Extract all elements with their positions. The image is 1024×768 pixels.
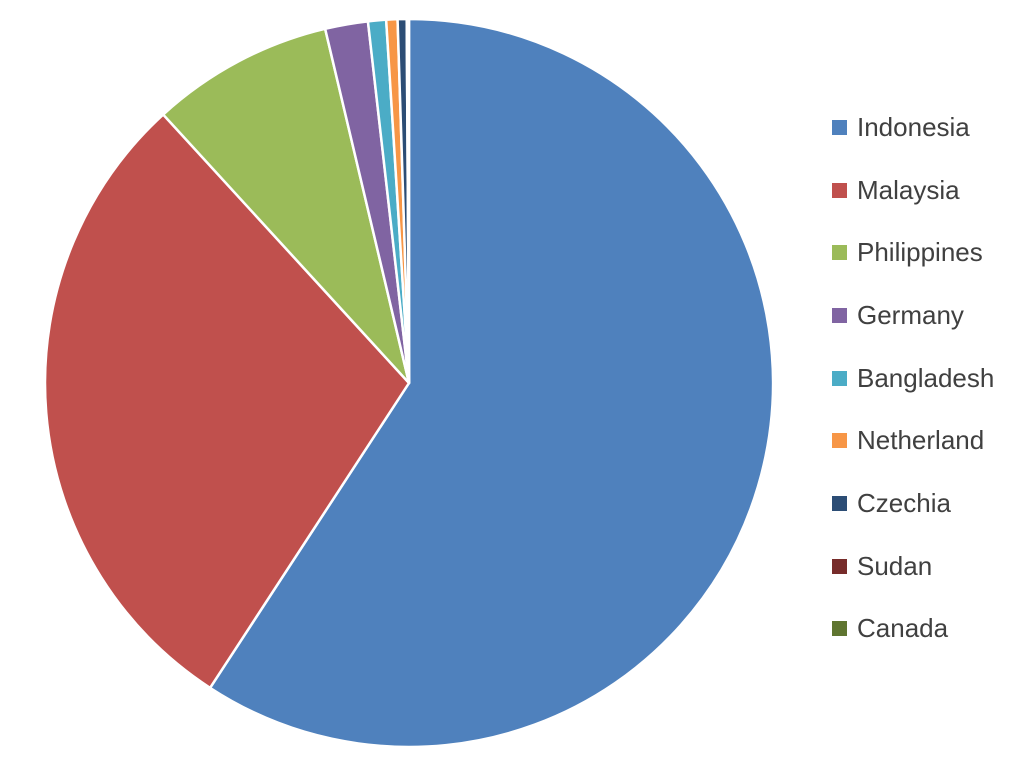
legend-label: Malaysia [857, 174, 960, 205]
legend-item-indonesia: Indonesia [832, 96, 994, 159]
legend-label: Czechia [857, 487, 951, 518]
legend: Indonesia Malaysia Philippines Germany Bangl… [832, 96, 994, 660]
legend-swatch [832, 182, 847, 198]
legend-label: Philippines [857, 237, 983, 268]
legend-item-germany: Germany [832, 284, 994, 347]
legend-swatch [832, 558, 847, 574]
legend-label: Sudan [857, 550, 933, 581]
legend-item-netherland: Netherland [832, 409, 994, 472]
legend-swatch [832, 370, 847, 386]
pie-slices [43, 17, 775, 749]
legend-item-sudan: Sudan [832, 535, 994, 598]
legend-label: Indonesia [857, 111, 970, 142]
legend-swatch [832, 495, 847, 511]
legend-swatch [832, 245, 847, 261]
legend-item-bangladesh: Bangladesh [832, 347, 994, 410]
pie-slice-canada [406, 17, 411, 385]
pie-slice-malaysia [43, 113, 411, 690]
legend-swatch [832, 621, 847, 637]
pie-slice-indonesia [208, 17, 775, 749]
legend-swatch [832, 307, 847, 323]
legend-label: Netherland [857, 425, 985, 456]
legend-label: Canada [857, 613, 949, 644]
legend-swatch [832, 433, 847, 449]
pie-slice-philippines [161, 27, 411, 385]
legend-label: Germany [857, 299, 964, 330]
legend-label: Bangladesh [857, 362, 995, 393]
legend-item-czechia: Czechia [832, 472, 994, 535]
legend-swatch [832, 119, 847, 135]
legend-item-philippines: Philippines [832, 221, 994, 284]
legend-item-malaysia: Malaysia [832, 159, 994, 222]
legend-item-canada: Canada [832, 598, 994, 661]
